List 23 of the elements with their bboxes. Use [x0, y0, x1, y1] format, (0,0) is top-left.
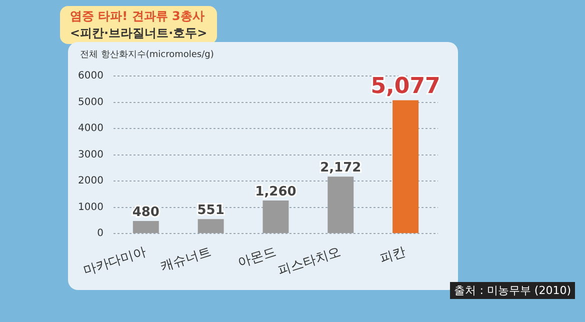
data-label: 551	[197, 203, 224, 218]
chart-subtitle: <피칸·브라질너트·호두>	[70, 25, 208, 42]
chart-title: 염증 타파! 견과류 3총사	[70, 8, 206, 25]
bar	[132, 221, 159, 234]
x-tick-label: 아몬드	[236, 244, 278, 271]
bar	[328, 176, 354, 234]
source-note: 출처 : 미농무부 (2010)	[450, 282, 575, 299]
bar	[198, 219, 224, 234]
y-tick-label: 2000	[78, 176, 104, 187]
data-label: 1,260	[255, 184, 296, 200]
bar	[392, 100, 419, 234]
y-axis-title: 전체 항산화지수(micromoles/g)	[80, 49, 214, 61]
data-label: 2,172	[320, 160, 362, 176]
data-label: 5,077	[370, 74, 440, 99]
y-tick-label: 4000	[78, 123, 104, 134]
y-tick-label: 3000	[78, 149, 104, 160]
data-label: 480	[132, 204, 160, 220]
x-tick-label: 피칸	[378, 244, 408, 267]
y-tick-label: 0	[97, 228, 104, 240]
y-tick-label: 5000	[78, 96, 104, 108]
bar	[262, 200, 289, 234]
y-tick-label: 1000	[78, 202, 104, 213]
y-tick-label: 6000	[78, 70, 104, 82]
